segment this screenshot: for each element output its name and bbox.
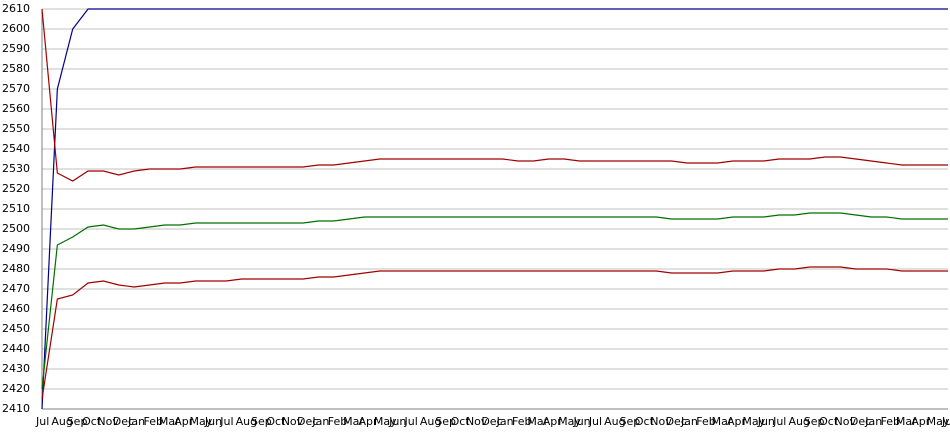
x-tick-label: Jul (772, 415, 786, 428)
y-tick-label: 2510 (2, 202, 30, 215)
x-tick-label: Feb (881, 415, 900, 428)
x-tick-label: Jul (404, 415, 418, 428)
y-tick-label: 2450 (2, 322, 30, 335)
x-tick-label: Jun (941, 415, 950, 428)
y-tick-label: 2440 (2, 342, 30, 355)
x-tick-label: Dec (850, 415, 871, 428)
x-tick-label: Jun (388, 415, 406, 428)
x-tick-label: Jul (588, 415, 602, 428)
x-tick-label: Mar (159, 415, 180, 428)
x-tick-label: Apr (174, 415, 194, 428)
x-tick-label: Feb (696, 415, 715, 428)
x-tick-label: Dec (666, 415, 687, 428)
x-tick-label: Jun (572, 415, 590, 428)
x-tick-label: Aug (420, 415, 441, 428)
x-tick-label: May (927, 415, 950, 428)
x-tick-label: Aug (604, 415, 625, 428)
x-tick-label: Feb (512, 415, 531, 428)
x-tick-label: Oct (266, 415, 286, 428)
y-tick-label: 2600 (2, 22, 30, 35)
x-tick-label: Oct (819, 415, 839, 428)
series-line (41, 8, 948, 182)
series-line (41, 212, 948, 390)
x-tick-label: May (558, 415, 581, 428)
x-tick-label: Jan (864, 415, 882, 428)
x-tick-label: Jan (311, 415, 329, 428)
x-tick-label: May (190, 415, 213, 428)
y-tick-label: 2470 (2, 282, 30, 295)
x-tick-label: Oct (635, 415, 655, 428)
x-tick-label: Jun (204, 415, 222, 428)
x-tick-label: May (374, 415, 397, 428)
x-tick-label: Apr (911, 415, 931, 428)
x-tick-label: Dec (113, 415, 134, 428)
x-tick-label: Aug (236, 415, 257, 428)
y-tick-label: 2500 (2, 222, 30, 235)
x-tick-label: Oct (82, 415, 102, 428)
x-tick-label: Sep (251, 415, 272, 428)
x-tick-label: Sep (435, 415, 456, 428)
x-tick-label: Nov (97, 415, 119, 428)
y-tick-label: 2570 (2, 82, 30, 95)
x-tick-label: Jan (680, 415, 698, 428)
x-tick-label: Apr (543, 415, 563, 428)
x-tick-label: Aug (51, 415, 72, 428)
x-tick-label: Apr (727, 415, 747, 428)
x-tick-label: Nov (282, 415, 304, 428)
y-tick-label: 2530 (2, 162, 30, 175)
y-tick-label: 2410 (2, 402, 30, 415)
x-tick-label: Jul (219, 415, 233, 428)
x-tick-label: Nov (466, 415, 488, 428)
x-tick-label: Oct (451, 415, 471, 428)
x-tick-label: Feb (143, 415, 162, 428)
x-tick-label: Sep (804, 415, 825, 428)
series-line (41, 8, 948, 410)
y-tick-label: 2430 (2, 362, 30, 375)
x-tick-label: Mar (896, 415, 917, 428)
x-tick-label: Jan (496, 415, 514, 428)
y-tick-label: 2580 (2, 62, 30, 75)
y-tick-label: 2540 (2, 142, 30, 155)
y-tick-label: 2590 (2, 42, 30, 55)
x-tick-label: Sep (67, 415, 88, 428)
x-tick-label: Jul (35, 415, 49, 428)
x-tick-label: May (742, 415, 765, 428)
y-tick-label: 2460 (2, 302, 30, 315)
x-tick-label: Mar (527, 415, 548, 428)
x-tick-label: Jan (127, 415, 145, 428)
y-tick-label: 2560 (2, 102, 30, 115)
y-tick-label: 2490 (2, 242, 30, 255)
x-tick-label: Jun (757, 415, 775, 428)
y-tick-label: 2610 (2, 2, 30, 15)
x-tick-label: Mar (343, 415, 364, 428)
x-tick-label: Mar (712, 415, 733, 428)
y-tick-label: 2480 (2, 262, 30, 275)
x-tick-label: Nov (650, 415, 672, 428)
y-tick-label: 2420 (2, 382, 30, 395)
x-tick-label: Apr (358, 415, 378, 428)
x-tick-label: Aug (788, 415, 809, 428)
x-tick-label: Nov (835, 415, 857, 428)
x-tick-label: Dec (297, 415, 318, 428)
y-tick-label: 2550 (2, 122, 30, 135)
x-tick-label: Dec (481, 415, 502, 428)
x-tick-label: Sep (620, 415, 641, 428)
y-tick-label: 2520 (2, 182, 30, 195)
series-line (41, 266, 948, 400)
x-tick-label: Feb (328, 415, 347, 428)
